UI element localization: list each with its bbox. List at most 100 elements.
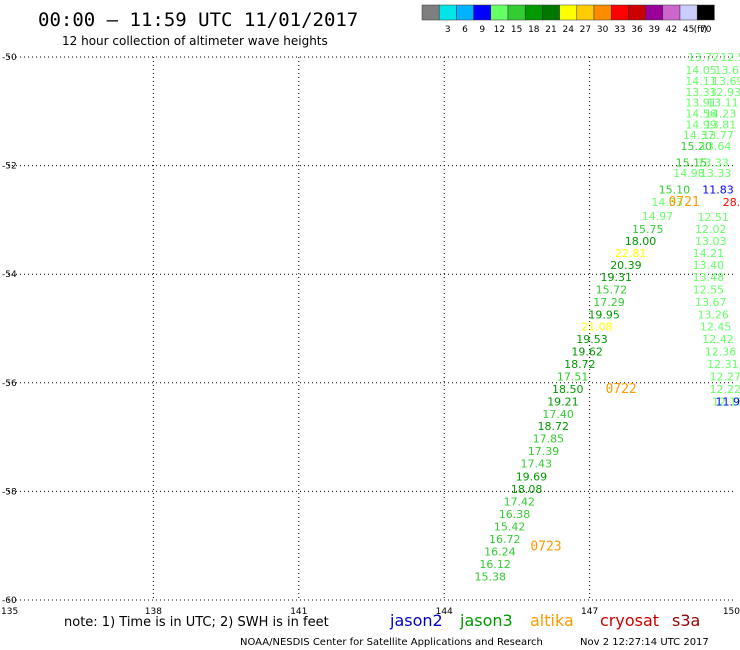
x-tick-label: 138 [145, 607, 162, 617]
wave-height-label: 15.10 [659, 183, 691, 196]
wave-height-label: 19.62 [571, 345, 603, 358]
time-label: 0722 [605, 382, 636, 397]
scale-unit: (ft) [694, 25, 708, 35]
wave-height-label: 17.51 [557, 370, 589, 383]
scale-label: 3 [445, 25, 451, 35]
wave-height-label: 19.21 [547, 395, 579, 408]
wave-height-label: 13.33 [685, 86, 717, 99]
scale-label: 27 [580, 25, 591, 35]
wave-height-label: 13.11 [707, 97, 739, 110]
scale-label: 33 [614, 25, 625, 35]
wave-height-label: 12.27 [710, 370, 740, 383]
scale-swatch [679, 4, 698, 21]
wave-height-label: 11.83 [702, 183, 734, 196]
y-tick-label: -54 [2, 270, 17, 280]
scale-swatch [628, 4, 646, 21]
wave-height-label: 14.21 [693, 247, 725, 260]
scale-swatch [576, 4, 595, 21]
data-points: 13.7214.0514.1113.3313.9114.5614.9914.37… [474, 51, 740, 584]
wave-height-label: 12.36 [705, 345, 737, 358]
y-tick-label: -60 [2, 596, 17, 606]
scale-label: 36 [631, 25, 643, 35]
wave-height-label: 14.33 [651, 196, 683, 209]
wave-height-label: 13.33 [697, 156, 729, 169]
x-tick-label: 141 [290, 607, 307, 617]
wave-height-label: 13.67 [695, 296, 727, 309]
wave-height-label: 12.5 [720, 51, 740, 64]
wave-height-label: 17.42 [504, 496, 536, 509]
wave-height-label: 12.42 [702, 333, 734, 346]
wave-height-label: 16.72 [489, 533, 521, 546]
wave-height-label: 13.48 [693, 271, 725, 284]
wave-height-label: 13.03 [695, 235, 727, 248]
scale-swatch [593, 4, 612, 21]
time-label: 0723 [530, 540, 561, 555]
wave-height-label: 15.42 [494, 521, 526, 534]
wave-height-label: 13.40 [693, 259, 725, 272]
wave-height-label: 12.45 [700, 320, 732, 333]
wave-height-label: 14.37 [683, 129, 715, 142]
wave-height-label: 16.12 [479, 558, 511, 571]
wave-height-label: 13.67 [714, 64, 740, 77]
scale-label: 45 [683, 25, 694, 35]
wave-height-label: 17.29 [593, 296, 625, 309]
wave-height-label: 12.18 [712, 395, 740, 408]
wave-height-label: 14.05 [685, 64, 717, 77]
wave-height-label: 15.38 [474, 571, 506, 584]
wave-height-label: 13.33 [700, 167, 732, 180]
time-labels: 0721 0722 0723 [530, 195, 699, 555]
wave-height-label: 13.77 [702, 129, 734, 142]
wave-height-label: 12.31 [707, 358, 739, 371]
wave-height-label: 16.38 [499, 508, 531, 521]
wave-height-label: 19.53 [576, 333, 608, 346]
scale-swatch [645, 4, 664, 21]
wave-height-label: 12.55 [693, 283, 725, 296]
satellite-legend: jason2 jason3 altika cryosat s3a [389, 611, 700, 630]
wave-height-label: 19.95 [588, 308, 620, 321]
y-axis: -50 -52 -54 -56 -58 -60 [2, 53, 17, 606]
wave-height-label: 12.93 [710, 86, 740, 99]
satellite-legend-jason2: jason2 [389, 611, 443, 630]
scale-label: 70 [700, 25, 712, 35]
wave-height-label: 19.69 [516, 471, 548, 484]
wave-height-label: 13.72 [688, 51, 720, 64]
wave-height-label: 21.08 [581, 320, 613, 333]
scale-swatch [696, 4, 715, 21]
scale-label: 39 [648, 25, 660, 35]
scale-swatch [473, 4, 492, 21]
footer-timestamp: Nov 2 12:27:14 UTC 2017 [580, 637, 709, 648]
chart-subtitle: 12 hour collection of altimeter wave hei… [62, 34, 328, 48]
color-scale: 3 6 9 12 15 18 21 24 27 30 33 36 39 42 45 70(ft) [421, 4, 715, 35]
scale-label: 21 [545, 25, 556, 35]
plot-frame [8, 57, 735, 600]
wave-height-label: 17.40 [542, 408, 574, 421]
grid [8, 56, 735, 601]
wave-height-label: 28.1 [723, 196, 740, 209]
wave-height-label: 11.9 [715, 395, 740, 408]
wave-height-label: 14.98 [673, 167, 705, 180]
x-axis: 135 138 141 144 147 150 [1, 607, 740, 617]
wave-height-label: 18.72 [538, 420, 570, 433]
wave-height-label: 13.26 [697, 308, 729, 321]
wave-height-label: 14.11 [685, 75, 717, 88]
scale-label: 30 [597, 25, 609, 35]
scale-swatch [559, 4, 578, 21]
wave-height-label: 18.08 [511, 483, 543, 496]
footer-credit: NOAA/NESDIS Center for Satellite Applica… [240, 637, 543, 648]
wave-height-label: 16.24 [484, 546, 516, 559]
scale-swatch [610, 4, 629, 21]
satellite-legend-s3a: s3a [672, 611, 700, 630]
wave-height-label: 12.22 [710, 383, 740, 396]
scale-label: 9 [479, 25, 485, 35]
wave-height-label: 14.23 [705, 107, 737, 120]
scale-label: 18 [528, 25, 540, 35]
wave-height-label: 17.39 [528, 445, 560, 458]
wave-height-label: 12.02 [695, 223, 727, 236]
wave-height-label: 19.31 [601, 271, 633, 284]
wave-height-label: 15.75 [632, 223, 664, 236]
wave-height-label: 15.20 [680, 140, 712, 153]
wave-height-label: 13.64 [700, 140, 732, 153]
plot-area: -50 -52 -54 -56 -58 -60 135 138 141 144 147 150 13… [1, 51, 740, 617]
scale-swatch [507, 4, 526, 21]
